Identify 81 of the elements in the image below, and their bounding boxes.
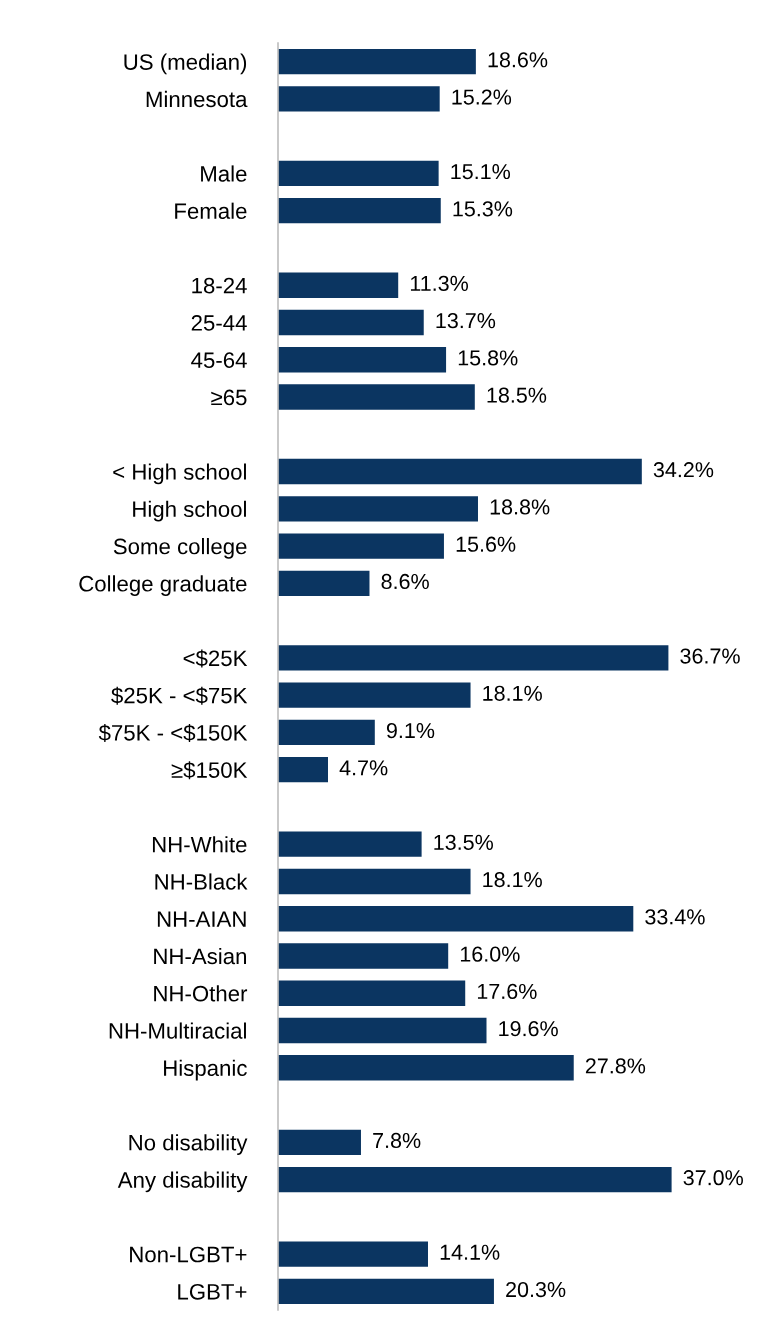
data-label: 18.1% <box>483 871 542 888</box>
bar <box>278 1055 574 1081</box>
y-tick-label: No disability <box>129 1134 248 1155</box>
y-tick-label: College graduate <box>79 575 247 596</box>
data-label: 33.4% <box>645 909 705 925</box>
y-tick-label: Male <box>201 165 247 182</box>
y-tick-label: NH-White <box>152 836 247 853</box>
bar <box>278 570 370 597</box>
data-label: 27.8% <box>585 1058 646 1074</box>
bar <box>278 1129 361 1155</box>
bar <box>278 1241 428 1267</box>
data-label: 18.5% <box>487 387 547 403</box>
data-label: 34.2% <box>653 462 714 478</box>
bar <box>278 272 399 298</box>
bar <box>278 1278 494 1305</box>
bar <box>278 645 669 671</box>
y-tick-label: $75K - <$150K <box>98 724 248 742</box>
bar <box>278 682 471 708</box>
data-label: 13.5% <box>434 834 493 850</box>
bar <box>278 160 439 187</box>
y-tick-label: Hispanic <box>164 1059 247 1081</box>
data-label: 15.6% <box>456 536 516 552</box>
data-label: 7.8% <box>373 1132 421 1149</box>
bar <box>278 496 478 522</box>
y-tick-label: Minnesota <box>146 90 248 108</box>
bar <box>278 868 471 895</box>
bar <box>278 347 447 373</box>
data-label: 37.0% <box>683 1170 743 1186</box>
y-tick-label: NH-AIAN <box>157 911 246 927</box>
y-tick-label: LGBT+ <box>178 1283 247 1300</box>
data-label: 11.3% <box>410 275 469 291</box>
y-tick-label: US (median) <box>124 53 247 75</box>
y-tick-label: ≥$150K <box>171 761 248 780</box>
bar <box>278 1017 487 1044</box>
bar <box>278 533 444 559</box>
y-tick-label: Non-LGBT+ <box>130 1246 247 1263</box>
y-tick-label: $25K - <$75K <box>111 686 248 705</box>
bar <box>278 198 441 224</box>
bar <box>278 86 440 112</box>
y-tick-label: High school <box>133 500 246 522</box>
y-tick-label: NH-Other <box>154 985 248 1002</box>
bar <box>278 831 422 857</box>
bar <box>278 1166 672 1193</box>
y-tick-label: < High school <box>113 463 246 485</box>
bar <box>278 48 476 75</box>
bar <box>278 719 375 746</box>
y-tick-label: <$25K <box>183 649 248 668</box>
y-tick-label: Female <box>175 202 247 219</box>
y-tick-label: NH-Multiracial <box>109 1022 246 1039</box>
bar <box>278 458 642 485</box>
bar <box>278 756 328 783</box>
data-label: 18.6% <box>488 52 548 68</box>
data-label: 17.6% <box>477 983 537 1000</box>
data-label: 4.7% <box>339 760 388 776</box>
y-tick-label: Any disability <box>117 1171 248 1193</box>
bar <box>278 309 424 336</box>
data-label: 16.0% <box>460 946 520 962</box>
y-tick-label: NH-Black <box>155 873 248 890</box>
data-label: 20.3% <box>506 1281 566 1298</box>
data-label: 8.6% <box>381 573 429 590</box>
y-tick-label: Some college <box>113 538 247 559</box>
data-label: 14.1% <box>440 1244 500 1260</box>
data-label: 18.1% <box>483 685 542 701</box>
data-label: 13.7% <box>436 313 496 329</box>
data-label: 15.3% <box>453 201 513 217</box>
data-label: 19.6% <box>499 1021 558 1037</box>
bar <box>278 906 634 932</box>
y-tick-label: ≥65 <box>211 389 247 406</box>
bar <box>278 384 475 410</box>
y-tick-label: 45-64 <box>191 352 247 369</box>
y-tick-label: 25-44 <box>191 315 247 331</box>
data-label: 15.2% <box>452 89 512 105</box>
data-label: 15.8% <box>458 350 518 366</box>
bar <box>278 980 466 1006</box>
data-label: 9.1% <box>386 722 435 739</box>
data-label: 18.8% <box>490 499 550 515</box>
bar <box>278 943 449 969</box>
data-label: 15.1% <box>451 164 511 180</box>
data-label: 36.7% <box>680 648 740 664</box>
y-tick-label: 18-24 <box>192 277 247 294</box>
y-tick-label: NH-Asian <box>154 947 246 965</box>
